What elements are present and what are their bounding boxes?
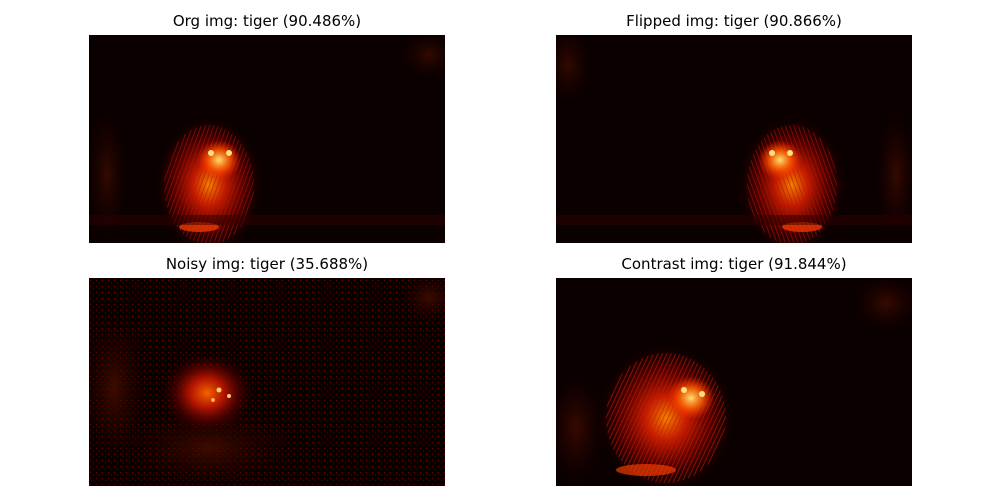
saliency-heatmap-contrast [556, 278, 912, 486]
saliency-heatmap-original [89, 35, 445, 243]
saliency-heatmap-flipped [556, 35, 912, 243]
saliency-heatmap-noisy [89, 278, 445, 486]
panel-title-contrast: Contrast img: tiger (91.844%) [621, 255, 847, 273]
panel-title-original: Org img: tiger (90.486%) [172, 12, 362, 30]
panel-title-flipped: Flipped img: tiger (90.866%) [626, 12, 842, 30]
panel-title-noisy: Noisy img: tiger (35.688%) [165, 255, 369, 273]
